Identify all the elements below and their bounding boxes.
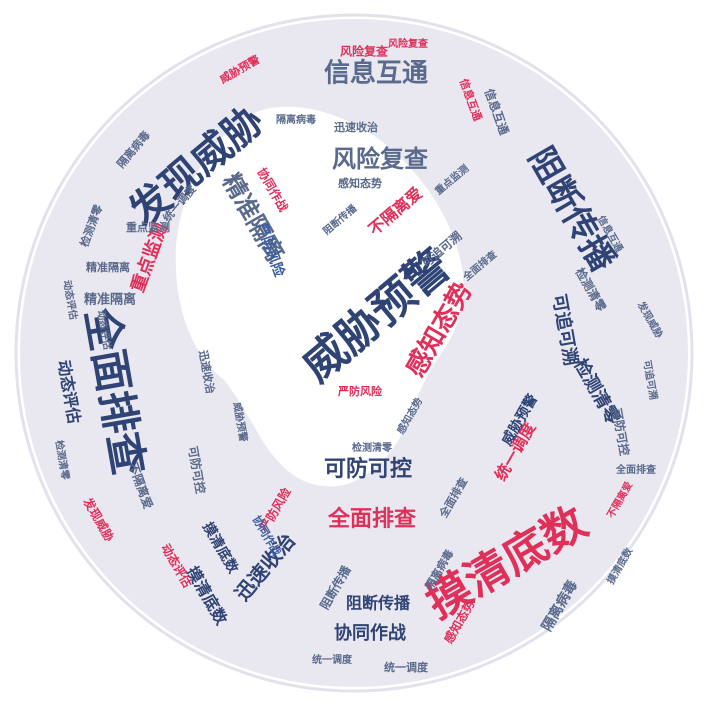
cloud-word: 风险复查 xyxy=(340,44,389,59)
cloud-word: 统一调度 xyxy=(384,660,429,674)
cloud-word: 可防可控 xyxy=(324,456,412,482)
head-silhouette xyxy=(175,106,464,487)
cloud-word: 精准隔离 xyxy=(84,292,136,308)
cloud-word: 全面排查 xyxy=(327,506,416,532)
cloud-word: 全面排查 xyxy=(615,463,657,476)
cloud-word: 精准隔离 xyxy=(86,260,130,274)
cloud-word: 信息互通 xyxy=(324,58,428,89)
cloud-word: 重点监测 xyxy=(126,220,170,234)
cloud-word: 检测清零 xyxy=(352,441,393,454)
cloud-word: 迅速收治 xyxy=(334,120,378,134)
cloud-word: 风险复查 xyxy=(388,37,429,50)
cloud-word: 阻断传播 xyxy=(346,594,411,613)
cloud-word: 风险复查 xyxy=(332,145,428,173)
cloud-word: 协同作战 xyxy=(334,622,406,644)
outer-ring xyxy=(14,13,694,693)
cloud-word: 严防风险 xyxy=(337,384,383,398)
cloud-word: 统一调度 xyxy=(312,653,353,666)
cloud-word: 隔离病毒 xyxy=(276,113,316,126)
cloud-word: 感知态势 xyxy=(338,176,382,190)
